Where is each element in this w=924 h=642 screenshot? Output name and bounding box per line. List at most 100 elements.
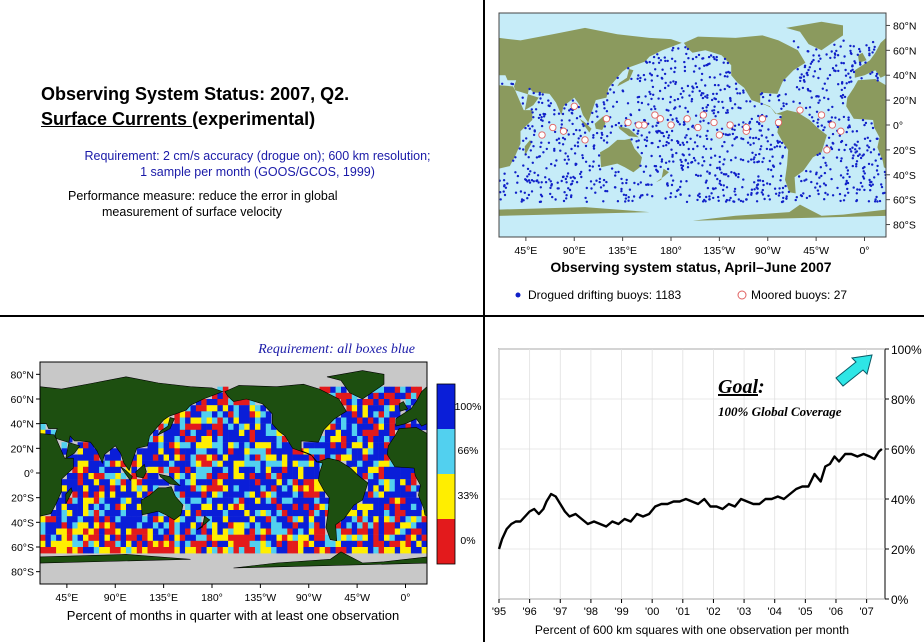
drifter-buoy	[840, 82, 844, 85]
drifter-buoy	[784, 184, 787, 188]
heatmap-cell	[298, 528, 304, 535]
heatmap-cell	[249, 540, 256, 548]
heatmap-cell	[115, 479, 121, 486]
drifter-buoy	[706, 186, 710, 190]
heatmap-cell	[357, 516, 363, 523]
drifter-buoy	[669, 192, 673, 195]
drifter-buoy	[643, 138, 646, 141]
heatmap-cell	[255, 466, 261, 474]
drifter-buoy	[770, 168, 773, 172]
heatmap-cell	[271, 485, 277, 492]
drifter-buoy	[712, 92, 715, 96]
heatmap-cell	[142, 485, 148, 492]
heatmap-cell	[163, 516, 170, 523]
drifter-buoy	[830, 177, 833, 181]
drifter-buoy	[536, 179, 539, 182]
drifter-buoy	[843, 148, 846, 152]
heatmap-cell	[142, 460, 148, 468]
heatmap-cell	[185, 417, 191, 424]
drifter-buoy	[664, 81, 667, 85]
drifter-buoy	[876, 200, 879, 203]
drifter-buoy	[679, 143, 682, 147]
heatmap-cell	[104, 510, 111, 517]
heatmap-cell	[158, 534, 164, 542]
heatmap-cell	[120, 460, 127, 468]
drifter-buoy	[658, 130, 661, 133]
heatmap-cell	[389, 540, 395, 548]
drifter-buoy	[527, 193, 531, 197]
drifter-buoy	[627, 196, 630, 199]
heatmap-cell	[292, 547, 299, 554]
line-ytick-label: 20%	[891, 543, 915, 557]
heatmap-cell	[389, 534, 395, 542]
heatmap-cell	[319, 491, 326, 498]
drifter-buoy	[756, 191, 759, 194]
heatmap-cell	[351, 429, 358, 437]
drifter-buoy	[528, 127, 531, 130]
heatmap-cell	[405, 386, 412, 394]
heatmap-cell	[378, 405, 385, 412]
drifter-buoy	[718, 155, 721, 159]
heatmap-cell	[115, 534, 121, 542]
drifter-buoy	[606, 190, 609, 193]
drifter-buoy	[825, 164, 828, 167]
heatmap-cell	[131, 503, 137, 511]
drifter-buoy	[598, 177, 602, 180]
heatmap-cell	[324, 436, 331, 443]
drifter-buoy	[595, 110, 598, 113]
map1-ytick-label: 80°S	[893, 220, 916, 232]
heatmap-cell	[394, 466, 401, 474]
heatmap-cell	[373, 473, 379, 480]
heatmap-cell	[351, 448, 358, 455]
heatmap-cell	[185, 491, 191, 498]
heatmap-cell	[61, 522, 68, 529]
drifter-buoy	[696, 174, 700, 177]
heatmap-cell	[384, 473, 390, 480]
drifter-buoy	[639, 194, 643, 197]
heatmap-cell	[195, 497, 202, 505]
heatmap-cell	[373, 392, 379, 400]
heatmap-cell	[255, 497, 261, 505]
heatmap-cell	[136, 534, 143, 542]
heatmap-cell	[115, 547, 121, 554]
heatmap-cell	[367, 485, 374, 492]
drifter-buoy	[643, 118, 646, 122]
heatmap-cell	[195, 411, 202, 418]
drifter-buoy	[704, 84, 707, 87]
heatmap-cell	[357, 510, 363, 517]
heatmap-cell	[416, 386, 422, 394]
heatmap-cell	[131, 454, 137, 461]
drifter-buoy	[876, 164, 879, 168]
drifter-buoy	[858, 188, 861, 191]
heatmap-cell	[66, 528, 73, 535]
heatmap-cell	[281, 436, 288, 443]
heatmap-cell	[303, 497, 309, 505]
drifter-buoy	[692, 70, 696, 73]
heatmap-cell	[195, 547, 202, 554]
line-grid	[498, 348, 885, 600]
drifter-buoy	[712, 187, 715, 191]
heatmap-cell	[351, 423, 358, 431]
drifter-buoy	[571, 99, 575, 102]
heatmap-cell	[410, 497, 417, 505]
drifter-buoy	[597, 164, 601, 167]
heatmap-cell	[217, 485, 223, 492]
heatmap-cell	[222, 528, 229, 535]
drifter-buoy	[753, 156, 756, 159]
heatmap-cell	[228, 534, 234, 542]
drifter-buoy	[659, 59, 663, 62]
drifter-buoy	[856, 53, 859, 56]
heatmap-cell	[104, 540, 111, 548]
heatmap-cell	[276, 460, 283, 468]
drifter-buoy	[658, 139, 661, 143]
drifter-buoy	[718, 168, 722, 171]
heatmap-cell	[185, 479, 191, 486]
drifter-buoy	[676, 97, 680, 101]
drifter-buoy	[835, 49, 838, 53]
heatmap-cell	[158, 442, 164, 449]
heatmap-cell	[367, 411, 374, 418]
heatmap-cell	[190, 479, 197, 486]
land-shape-13	[846, 79, 886, 169]
drifter-buoy	[579, 172, 582, 176]
heatmap-cell	[66, 485, 73, 492]
